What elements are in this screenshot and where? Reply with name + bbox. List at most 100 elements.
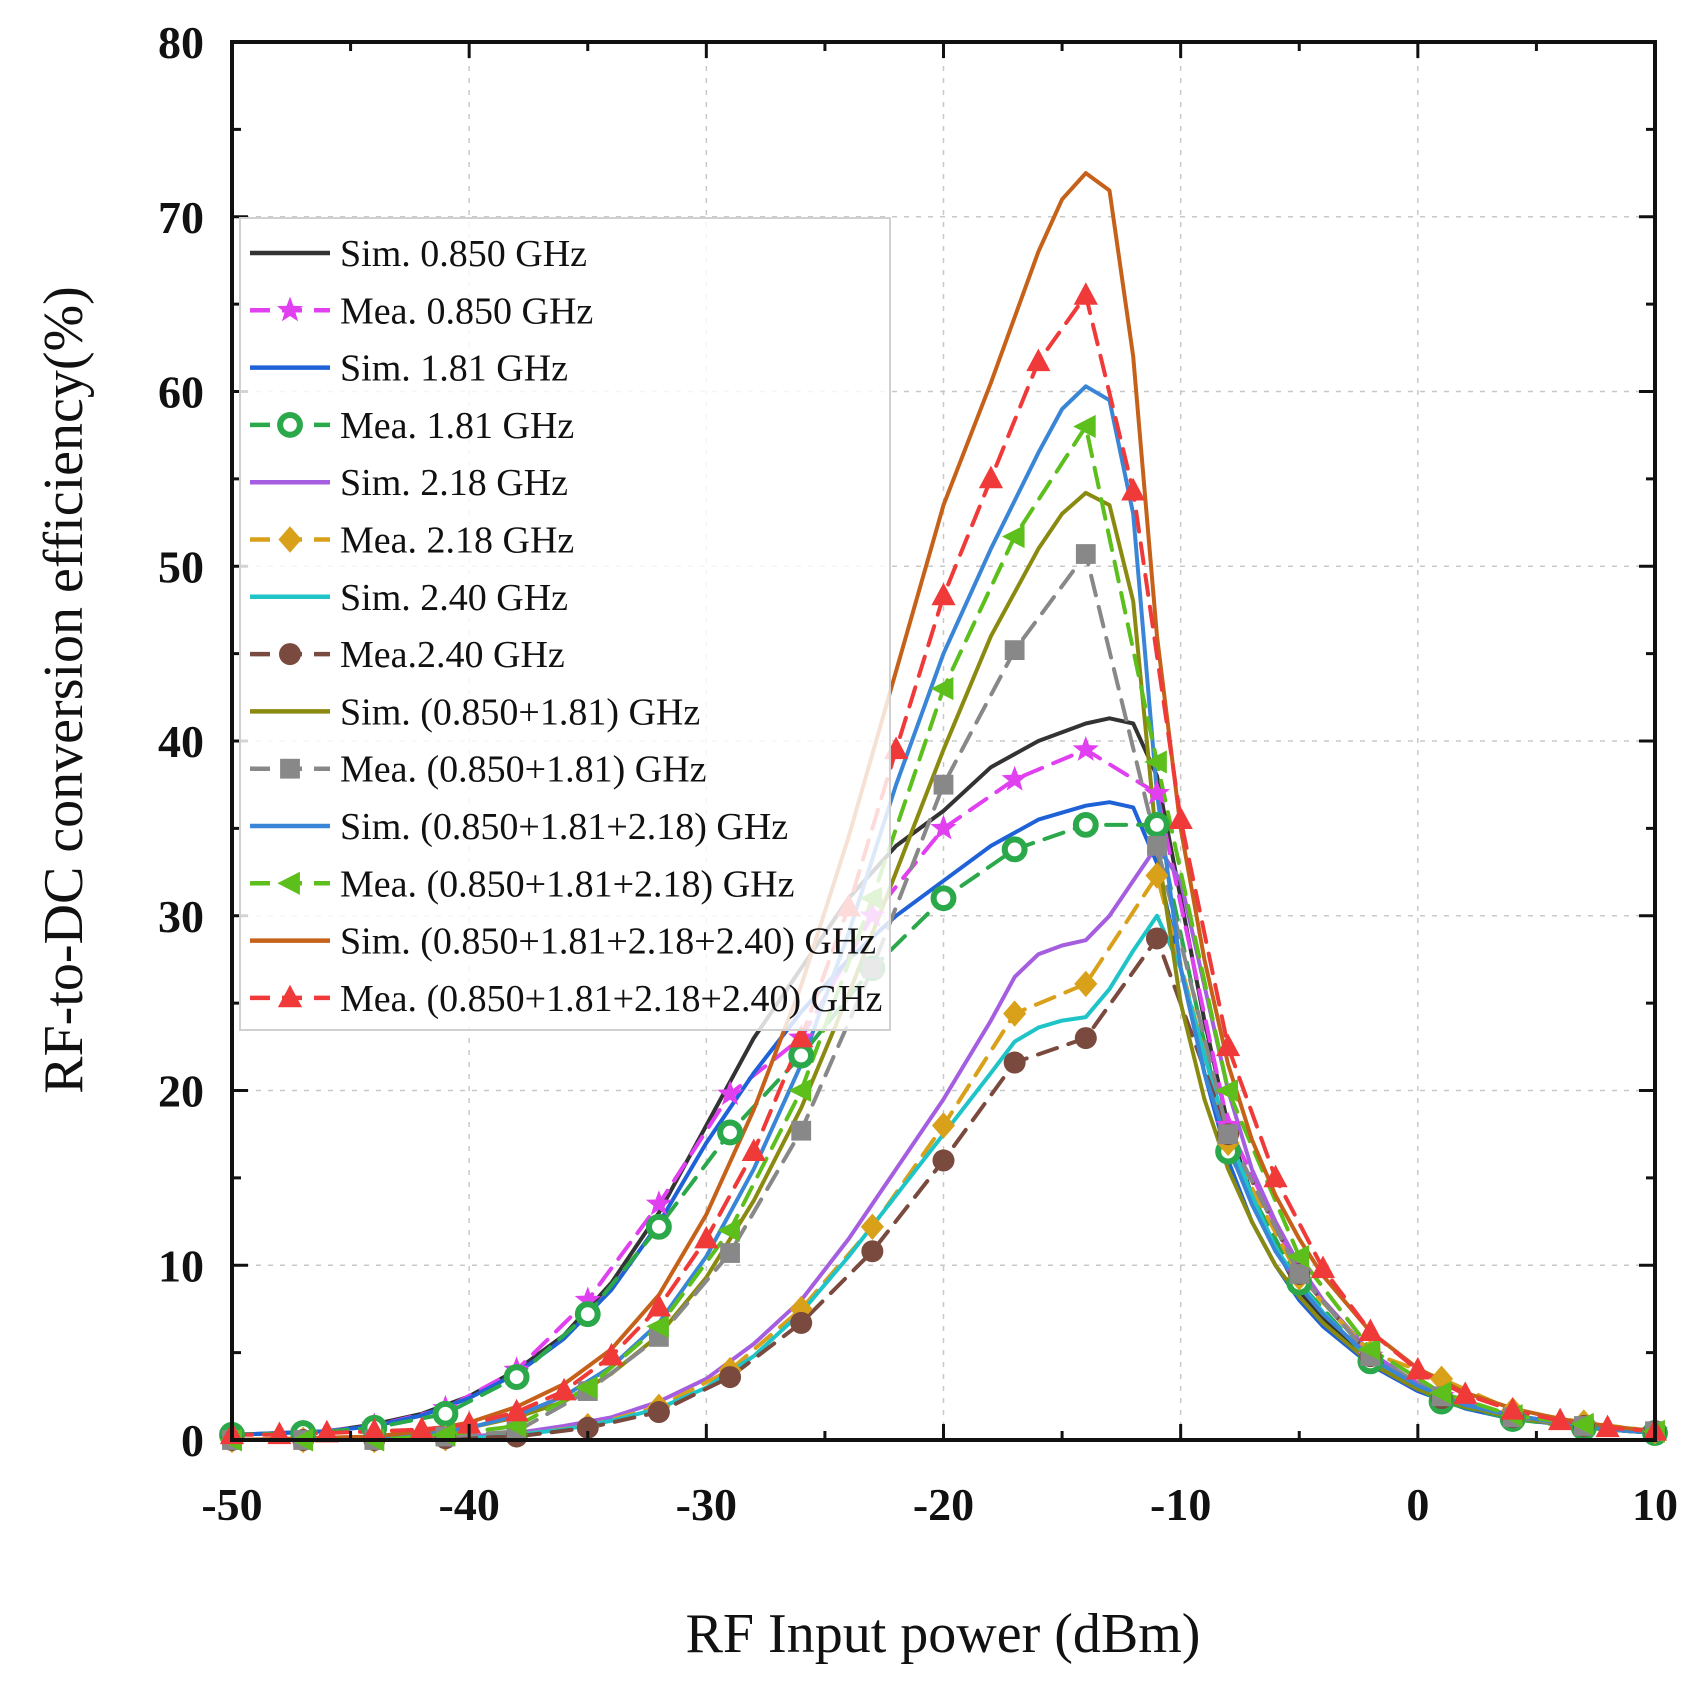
data-point-marker [1001, 765, 1028, 791]
data-point-marker [1002, 524, 1025, 549]
y-tick-label: 10 [158, 1240, 204, 1291]
data-point-marker [574, 1301, 601, 1328]
legend-label: Mea. (0.850+1.81) GHz [340, 749, 707, 791]
data-point-marker [1218, 1124, 1238, 1145]
data-point-marker [1453, 1381, 1478, 1404]
x-axis-title: RF Input power (dBm) [686, 1603, 1201, 1665]
data-point-marker [717, 1080, 744, 1106]
data-point-marker [741, 1138, 766, 1162]
legend-label: Mea. 1.81 GHz [340, 405, 574, 447]
legend-label: Mea. 2.18 GHz [340, 520, 574, 562]
data-point-marker [1072, 736, 1099, 761]
data-point-marker [1144, 811, 1170, 838]
data-point-marker [1074, 970, 1098, 998]
legend-marker [280, 758, 300, 779]
legend-label: Sim. 2.18 GHz [340, 462, 568, 504]
data-point-marker [1405, 1356, 1430, 1380]
data-point-marker [599, 1342, 624, 1366]
x-tick-label: -10 [1150, 1479, 1211, 1530]
data-point-marker [717, 1218, 740, 1242]
x-tick-label: 0 [1406, 1479, 1429, 1530]
legend-marker [279, 643, 301, 666]
y-axis-title: RF-to-DC conversion efficiency(%) [33, 286, 95, 1094]
data-point-marker [1121, 477, 1146, 501]
data-point-marker [931, 582, 956, 606]
data-point-marker [860, 1213, 884, 1241]
data-point-marker [551, 1377, 577, 1401]
legend: Sim. 0.850 GHz Mea. 0.850 GHz Sim. 1.81 GH… [239, 217, 891, 1031]
data-point-marker [457, 1411, 482, 1434]
y-tick-label: 20 [158, 1066, 204, 1117]
series-line-11 [230, 384, 1657, 1442]
legend-marker [277, 871, 300, 895]
data-point-marker [932, 1149, 955, 1172]
data-point-marker [1215, 1078, 1238, 1103]
data-point-marker [930, 885, 957, 912]
data-point-marker [719, 1366, 742, 1389]
legend-label: Sim. 2.40 GHz [340, 577, 568, 619]
legend-box [239, 217, 891, 1031]
data-point-marker [788, 1042, 815, 1069]
data-point-marker [314, 1419, 339, 1443]
data-point-marker [1571, 1412, 1594, 1436]
data-point-marker [1500, 1397, 1525, 1420]
data-point-marker [1001, 836, 1028, 863]
legend-marker [277, 984, 303, 1008]
data-point-marker [790, 1311, 813, 1334]
data-point-marker [1428, 1381, 1452, 1405]
x-tick-label: -20 [913, 1479, 974, 1530]
legend-label: Mea.2.40 GHz [340, 634, 565, 676]
x-tick-label: -50 [201, 1479, 262, 1530]
y-tick-label: 60 [158, 367, 204, 418]
data-point-marker [646, 1314, 669, 1338]
series-line-5 [230, 843, 1657, 1442]
legend-label: Sim. (0.850+1.81) GHz [340, 691, 700, 733]
data-point-marker [1548, 1407, 1573, 1431]
data-point-marker [694, 1225, 719, 1249]
data-point-marker [791, 1120, 812, 1141]
x-tick-label: 10 [1632, 1479, 1678, 1530]
data-point-marker [645, 1190, 672, 1216]
data-point-marker [1145, 927, 1168, 950]
legend-marker [276, 296, 304, 322]
legend-label: Mea. 0.850 GHz [340, 290, 593, 332]
data-point-marker [1004, 640, 1025, 661]
data-point-marker [933, 774, 954, 795]
data-point-marker [1147, 835, 1167, 856]
legend-label: Sim. 0.850 GHz [340, 233, 587, 275]
data-point-marker [1289, 1264, 1310, 1284]
data-point-marker [931, 1112, 956, 1139]
data-point-marker [1075, 544, 1096, 564]
data-point-marker [1263, 1164, 1288, 1188]
data-point-marker [1145, 862, 1169, 889]
data-point-marker [575, 1376, 598, 1400]
data-point-marker [1003, 1051, 1026, 1074]
data-point-marker [978, 465, 1004, 489]
data-point-marker [645, 1213, 672, 1240]
data-point-marker [1357, 1337, 1381, 1361]
data-point-marker [930, 677, 954, 701]
legend-marker [278, 526, 302, 553]
data-point-marker [1072, 811, 1099, 838]
data-point-marker [720, 1243, 740, 1263]
data-point-marker [789, 1024, 814, 1048]
data-point-marker [788, 1078, 812, 1103]
y-tick-label: 70 [158, 192, 204, 243]
data-point-marker [1216, 1033, 1241, 1057]
legend-label: Sim. (0.850+1.81+2.18+2.40) GHz [340, 921, 876, 963]
legend-marker [277, 411, 303, 438]
data-point-marker [1310, 1255, 1336, 1279]
data-point-marker [1144, 750, 1167, 774]
y-tick-label: 30 [158, 891, 204, 942]
data-point-marker [576, 1416, 599, 1439]
data-point-marker [1073, 414, 1096, 438]
data-point-marker [1595, 1414, 1620, 1438]
x-tick-label: -30 [676, 1479, 737, 1530]
data-point-marker [647, 1401, 670, 1424]
data-point-marker [1074, 1027, 1097, 1050]
data-point-marker [1143, 779, 1170, 805]
legend-label: Mea. (0.850+1.81+2.18) GHz [340, 863, 794, 905]
data-point-marker [1073, 282, 1098, 305]
